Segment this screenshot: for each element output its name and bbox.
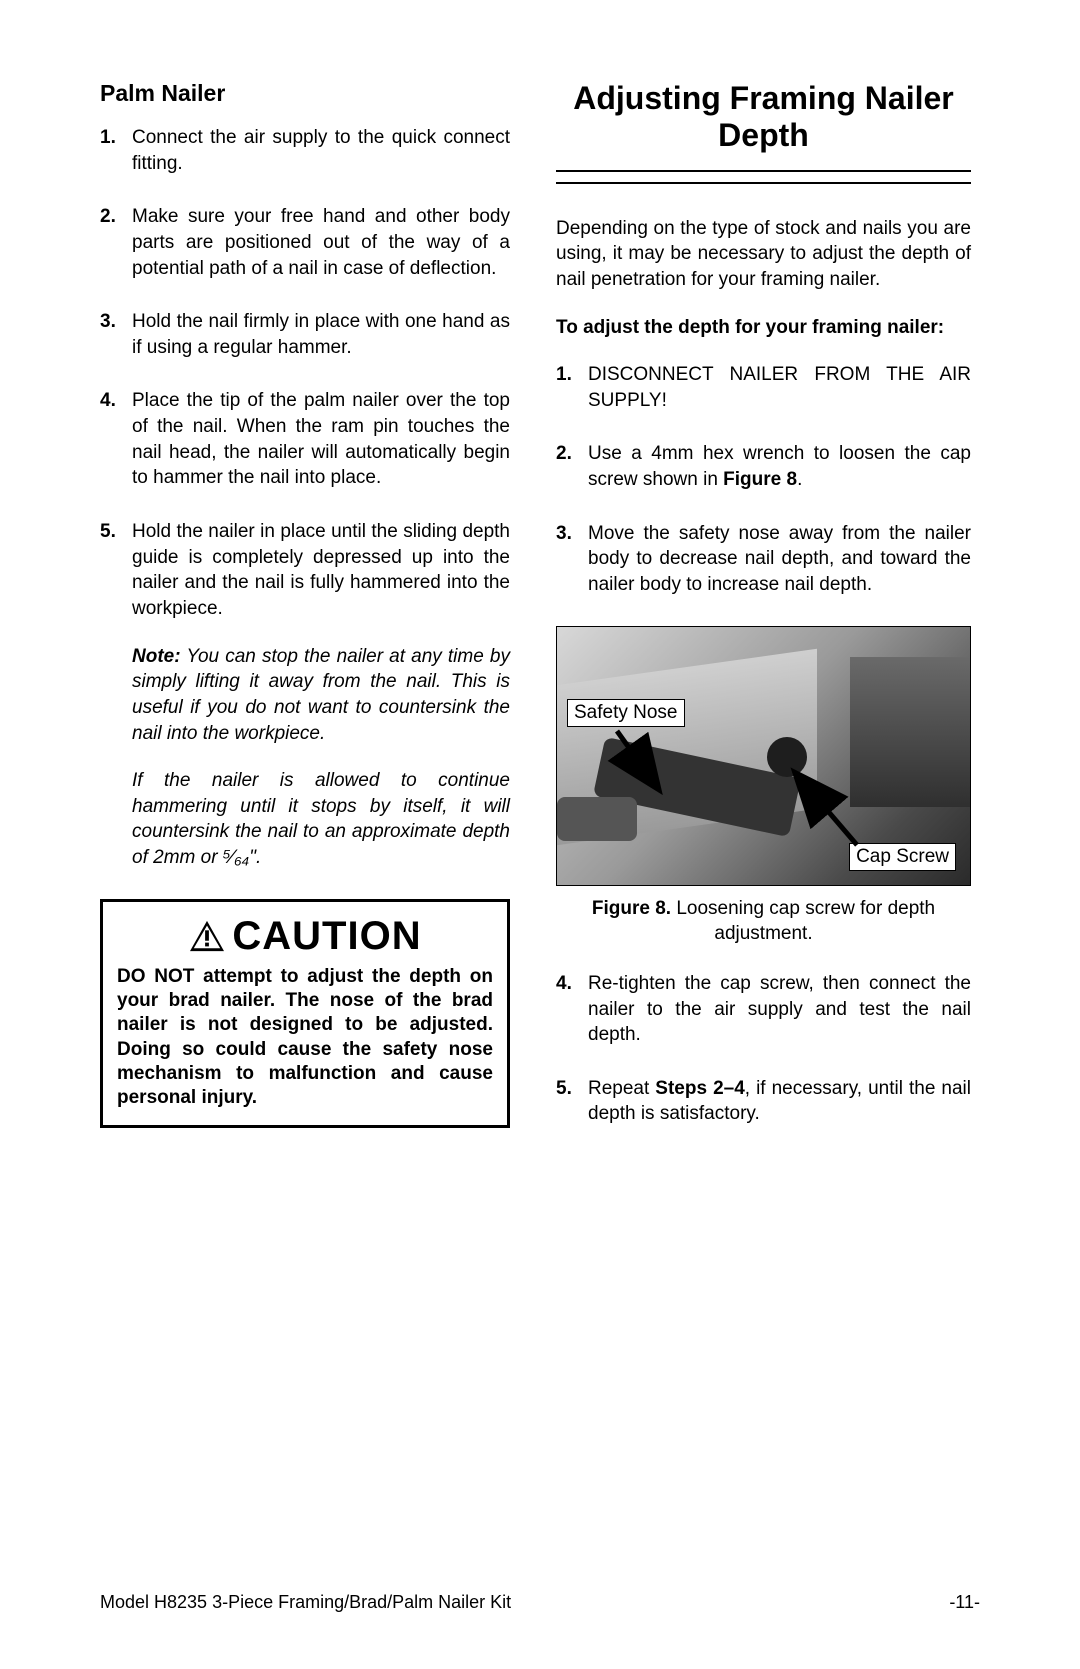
right-column: Adjusting Framing Nailer Depth Depending… xyxy=(556,80,971,1155)
caution-header: CAUTION xyxy=(117,914,493,959)
palm-nailer-heading: Palm Nailer xyxy=(100,80,510,107)
step-item: Make sure your free hand and other body … xyxy=(100,204,510,281)
depth-steps-b: Re-tighten the cap screw, then connect t… xyxy=(556,971,971,1127)
caution-word: CAUTION xyxy=(232,914,421,959)
lead-in-bold: To adjust the depth for your framing nai… xyxy=(556,315,971,341)
step-item: Move the safety nose away from the naile… xyxy=(556,521,971,598)
caution-body: DO NOT attempt to adjust the depth on yo… xyxy=(117,965,493,1111)
step-item: Use a 4mm hex wrench to loosen the cap s… xyxy=(556,441,971,492)
step-item: Repeat Steps 2–4, if necessary, until th… xyxy=(556,1076,971,1127)
left-column: Palm Nailer Connect the air supply to th… xyxy=(100,80,510,1155)
note-label: Note: xyxy=(132,646,181,667)
figure-ref: Figure 8 xyxy=(723,469,797,490)
figure-caption: Figure 8. Loosening cap screw for depth … xyxy=(556,896,971,947)
step-item: Hold the nail firmly in place with one h… xyxy=(100,309,510,360)
caution-box: CAUTION DO NOT attempt to adjust the dep… xyxy=(100,899,510,1128)
manual-page: Palm Nailer Connect the air supply to th… xyxy=(0,0,1080,1669)
arrow-icon xyxy=(607,727,677,807)
note-body: You can stop the nailer at any time by s… xyxy=(132,646,510,744)
note-body-2: If the nailer is allowed to continue ham… xyxy=(132,768,510,871)
palm-nailer-steps: Connect the air supply to the quick conn… xyxy=(100,125,510,871)
step-item: Connect the air supply to the quick conn… xyxy=(100,125,510,176)
step-item: Re-tighten the cap screw, then connect t… xyxy=(556,971,971,1048)
caption-rest: Loosening cap screw for depth adjustment… xyxy=(671,898,935,945)
step-item: Place the tip of the palm nailer over th… xyxy=(100,388,510,491)
footer-page-number: -11- xyxy=(949,1592,980,1613)
double-rule xyxy=(556,170,971,184)
two-column-layout: Palm Nailer Connect the air supply to th… xyxy=(100,80,980,1155)
page-footer: Model H8235 3-Piece Framing/Brad/Palm Na… xyxy=(100,1592,980,1613)
step-item: Hold the nailer in place until the slidi… xyxy=(100,519,510,871)
step-text: . xyxy=(797,469,802,490)
footer-model: Model H8235 3-Piece Framing/Brad/Palm Na… xyxy=(100,1592,511,1613)
steps-ref: Steps 2–4 xyxy=(655,1078,744,1099)
caption-bold: Figure 8. xyxy=(592,898,671,919)
note-block: Note: You can stop the nailer at any tim… xyxy=(132,644,510,871)
safety-nose-label: Safety Nose xyxy=(567,699,685,727)
depth-steps-a: DISCONNECT NAILER FROM THE AIR SUPPLY! U… xyxy=(556,362,971,597)
intro-paragraph: Depending on the type of stock and nails… xyxy=(556,216,971,293)
step-item: DISCONNECT NAILER FROM THE AIR SUPPLY! xyxy=(556,362,971,413)
figure-8-image: Safety Nose Cap Screw xyxy=(556,626,971,886)
step-text: Repeat xyxy=(588,1078,655,1099)
step-text: Hold the nailer in place until the slidi… xyxy=(132,521,510,619)
arrow-icon xyxy=(787,767,877,857)
warning-triangle-icon xyxy=(188,919,226,953)
adjusting-depth-heading: Adjusting Framing Nailer Depth xyxy=(556,80,971,154)
